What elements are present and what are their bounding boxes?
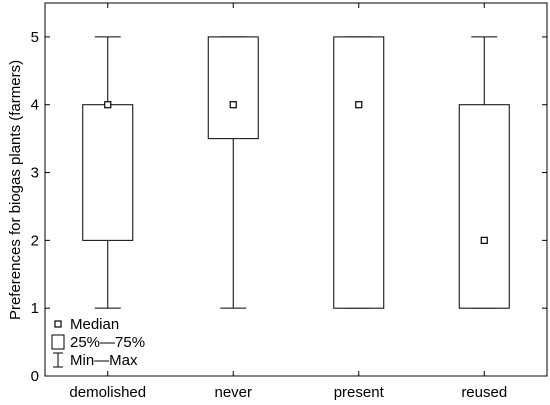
plot-frame bbox=[44, 2, 548, 377]
boxes-group bbox=[82, 36, 510, 309]
y-tick-label: 1 bbox=[31, 300, 39, 317]
x-tick-label-demolished: demolished bbox=[69, 384, 146, 401]
box-reused bbox=[458, 36, 510, 309]
y-tick-label: 3 bbox=[31, 165, 39, 182]
box-demolished bbox=[82, 36, 134, 309]
legend-box-symbol bbox=[51, 334, 65, 350]
x-tick-label-reused: reused bbox=[461, 384, 507, 401]
iqr-box bbox=[82, 104, 134, 241]
y-tick-label: 0 bbox=[31, 368, 39, 385]
legend-item-box: 25%—75% bbox=[51, 334, 145, 351]
legend-label: Min—Max bbox=[70, 352, 138, 369]
median-marker bbox=[229, 101, 237, 109]
legend-label: Median bbox=[70, 316, 119, 333]
y-tick-label: 4 bbox=[31, 97, 39, 114]
iqr-box bbox=[207, 36, 259, 140]
median-marker bbox=[104, 101, 112, 109]
iqr-box bbox=[333, 36, 385, 309]
iqr-box bbox=[458, 104, 510, 309]
legend-median-symbol bbox=[54, 320, 62, 328]
y-axis: 0 1 2 3 4 5 bbox=[31, 29, 547, 385]
legend-item-square: Median bbox=[54, 316, 119, 333]
y-tick-label: 2 bbox=[31, 232, 39, 249]
box-present bbox=[333, 36, 385, 309]
x-tick-label-present: present bbox=[334, 384, 385, 401]
legend-item-whisker: Min—Max bbox=[53, 352, 138, 369]
legend-label: 25%—75% bbox=[70, 334, 145, 351]
x-tick-label-never: never bbox=[214, 384, 252, 401]
box-never bbox=[207, 36, 259, 309]
x-axis: demolished never present reused bbox=[69, 3, 507, 401]
median-marker bbox=[355, 101, 363, 109]
y-axis-label: Preferences for biogas plants (farmers) bbox=[7, 60, 24, 320]
median-marker bbox=[480, 236, 488, 244]
y-tick-label: 5 bbox=[31, 29, 39, 46]
